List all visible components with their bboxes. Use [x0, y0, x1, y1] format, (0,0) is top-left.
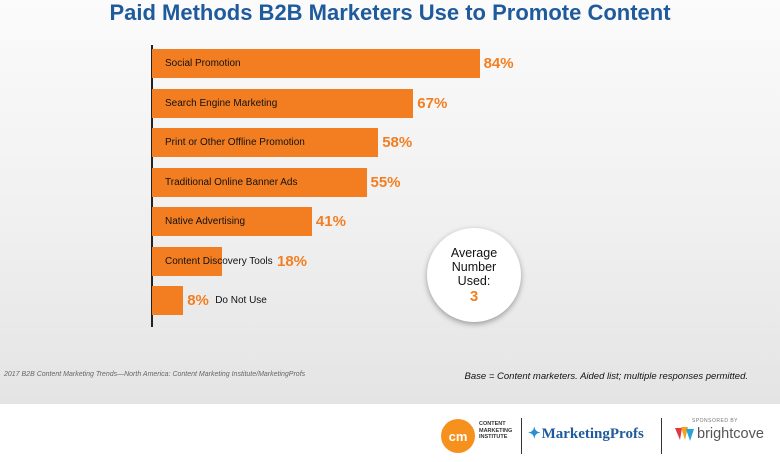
bar-category-label: Traditional Online Banner Ads	[165, 176, 298, 188]
bar-category-label: Do Not Use	[215, 295, 267, 306]
bar	[152, 128, 379, 157]
logo-divider	[661, 418, 662, 454]
bar	[152, 49, 480, 78]
source-footnote: 2017 B2B Content Marketing Trends—North …	[4, 371, 306, 378]
logo-divider	[521, 418, 522, 454]
bar-category-label: Search Engine Marketing	[165, 97, 278, 109]
y-axis-line	[151, 45, 153, 327]
bird-icon: ✦	[528, 426, 541, 442]
bar-category-label: Social Promotion	[165, 58, 241, 69]
base-footnote: Base = Content marketers. Aided list; mu…	[464, 371, 748, 382]
bar-value-label: 18%	[277, 252, 308, 270]
marketingprofs-logo: ✦MarketingProfs	[528, 424, 644, 443]
bar-value-label: 67%	[417, 94, 448, 112]
bar	[152, 88, 414, 118]
bar-value-label: 55%	[370, 173, 401, 191]
cmi-logo-icon: cm	[441, 419, 475, 453]
chart-title: Paid Methods B2B Marketers Use to Promot…	[109, 0, 671, 25]
bar-category-label: Native Advertising	[165, 216, 246, 227]
chart-panel: Paid Methods B2B Marketers Use to Promot…	[0, 0, 780, 404]
bar	[152, 167, 367, 197]
bar-value-label: 58%	[382, 134, 413, 151]
sponsored-by-label: SPONSORED BY	[692, 418, 739, 424]
bar-value-label: 84%	[483, 55, 514, 72]
cmi-logo-text: CONTENT MARKETING INSTITUTE	[479, 421, 513, 440]
logo-bar: cm CONTENT MARKETING INSTITUTE ✦Marketin…	[0, 404, 780, 462]
bar	[152, 246, 223, 276]
bar	[152, 286, 184, 315]
brightcove-logo: brightcove	[675, 426, 764, 442]
brightcove-text: brightcove	[697, 426, 764, 442]
bar-value-label: 8%	[187, 292, 209, 309]
brightcove-mark-icon	[675, 427, 694, 442]
marketingprofs-text: MarketingProfs	[541, 426, 644, 442]
bar-value-label: 41%	[315, 213, 346, 230]
bar-category-label: Content Discovery Tools	[165, 255, 273, 267]
average-callout: Average Number Used: 3	[427, 228, 521, 322]
average-callout-label: Average Number Used:	[450, 245, 498, 288]
average-callout-value: 3	[469, 287, 479, 305]
bar	[152, 207, 312, 236]
bar-category-label: Print or Other Offline Promotion	[165, 137, 305, 148]
